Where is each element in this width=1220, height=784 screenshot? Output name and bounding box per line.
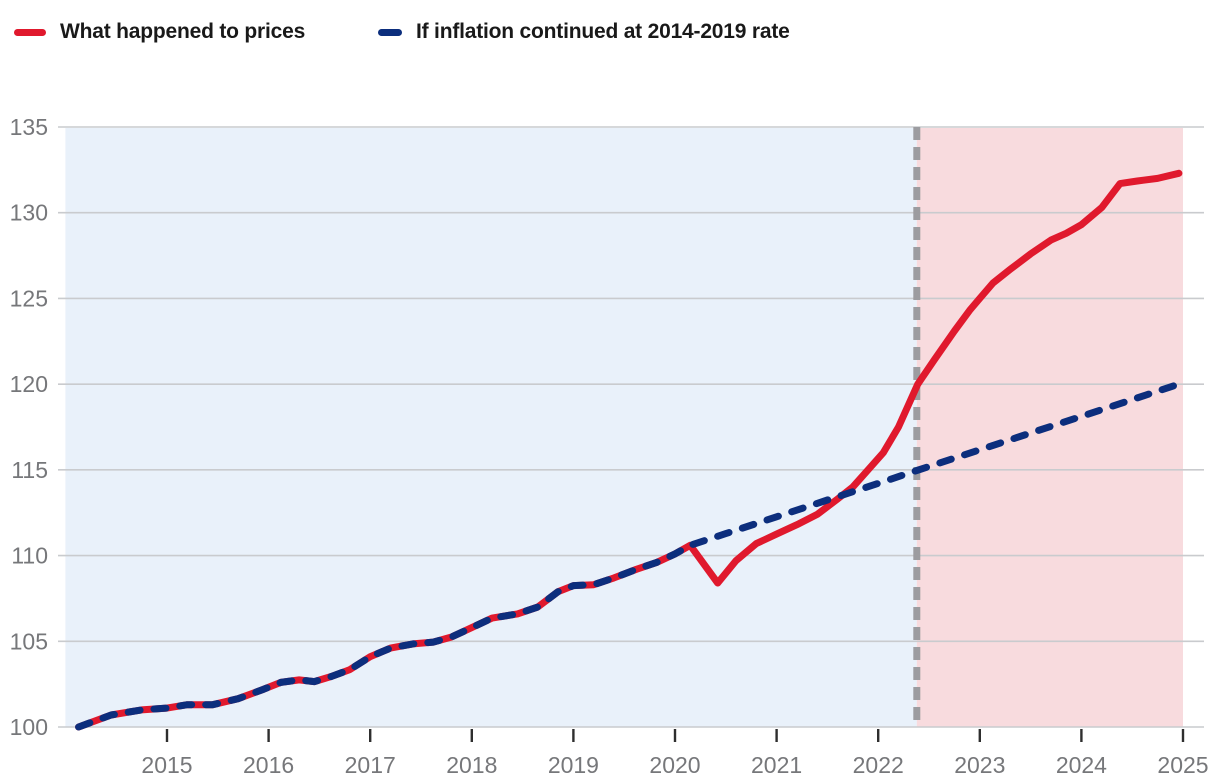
y-tick-label: 120 — [10, 371, 48, 397]
y-tick-label: 130 — [10, 200, 48, 226]
x-tick-label: 2021 — [751, 752, 802, 778]
x-tick-label: 2022 — [853, 752, 904, 778]
y-tick-label: 135 — [10, 114, 48, 140]
y-tick-label: 100 — [10, 714, 48, 740]
counterfactual-line — [75, 380, 1183, 731]
solid-line-swatch — [14, 28, 46, 36]
legend-label-actual: What happened to prices — [60, 20, 306, 43]
y-tick-label: 125 — [10, 285, 48, 311]
x-tick-label: 2025 — [1157, 752, 1208, 778]
y-tick-label: 115 — [11, 457, 48, 483]
x-tick-label: 2019 — [548, 752, 599, 778]
y-tick-label: 105 — [10, 628, 48, 654]
x-tick-label: 2016 — [243, 752, 294, 778]
x-tick-label: 2020 — [649, 752, 700, 778]
x-tick-label: 2023 — [954, 752, 1005, 778]
x-tick-label: 2015 — [141, 752, 192, 778]
legend-label-counterfactual: If inflation continued at 2014-2019 rate — [416, 20, 790, 43]
legend-item-actual: What happened to prices — [14, 20, 305, 44]
legend-item-counterfactual: If inflation continued at 2014-2019 rate — [378, 20, 790, 44]
x-tick-label: 2017 — [345, 752, 396, 778]
x-tick-label: 2024 — [1056, 752, 1107, 778]
pre-divider-shading — [65, 128, 917, 727]
x-tick-label: 2018 — [446, 752, 497, 778]
y-tick-label: 110 — [11, 543, 48, 569]
dashed-line-swatch — [378, 28, 402, 36]
